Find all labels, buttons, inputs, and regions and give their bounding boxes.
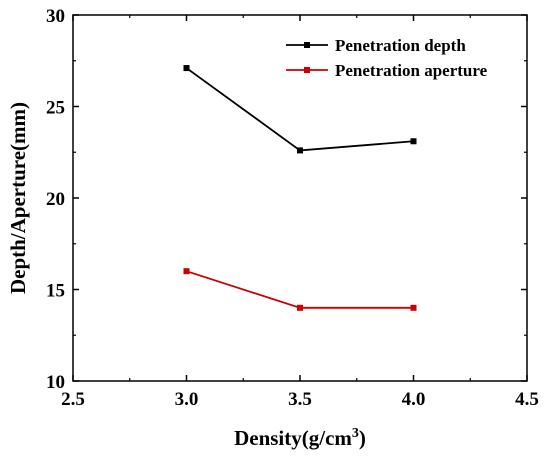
y-tick-label-2: 20 [46,189,65,210]
series-layer [183,65,417,311]
x-axis-label-suffix: ) [359,426,366,450]
series-0-point-1 [297,147,303,154]
legend-marker-depth [304,42,310,48]
y-tick-label-1: 15 [46,281,65,302]
series-0-point-2 [410,138,417,145]
y-tick-label-3: 25 [46,98,65,119]
series-1-point-1 [297,304,303,311]
x-tick-label-2: 3.5 [288,389,312,410]
y-axis-label: Depth/Aperture(mm) [6,102,30,294]
x-tick-label-0: 2.5 [61,389,85,410]
legend-label-depth: Penetration depth [335,36,466,55]
x-axis-label: Density(g/cm3) [234,426,366,450]
y-tick-label-0: 10 [46,372,65,393]
x-axis-label-superscript: 3 [352,426,359,441]
x-axis: 2.5 3.0 3.5 4.0 4.5 [61,15,539,410]
series-line-0 [185,67,414,152]
x-axis-label-text: Density(g/cm [234,426,352,450]
series-1-point-0 [183,268,190,275]
y-axis: 10 15 20 25 30 [46,6,527,393]
series-1-point-2 [410,304,417,311]
legend-marker-aperture [304,67,310,73]
legend-label-aperture: Penetration aperture [335,61,488,80]
legend: Penetration depth Penetration aperture [286,36,488,80]
x-tick-label-1: 3.0 [175,389,199,410]
y-tick-label-4: 30 [46,6,65,27]
x-tick-label-4: 4.5 [515,389,539,410]
series-line-1 [186,270,414,309]
x-tick-label-3: 4.0 [402,389,426,410]
series-0-point-0 [183,65,190,72]
